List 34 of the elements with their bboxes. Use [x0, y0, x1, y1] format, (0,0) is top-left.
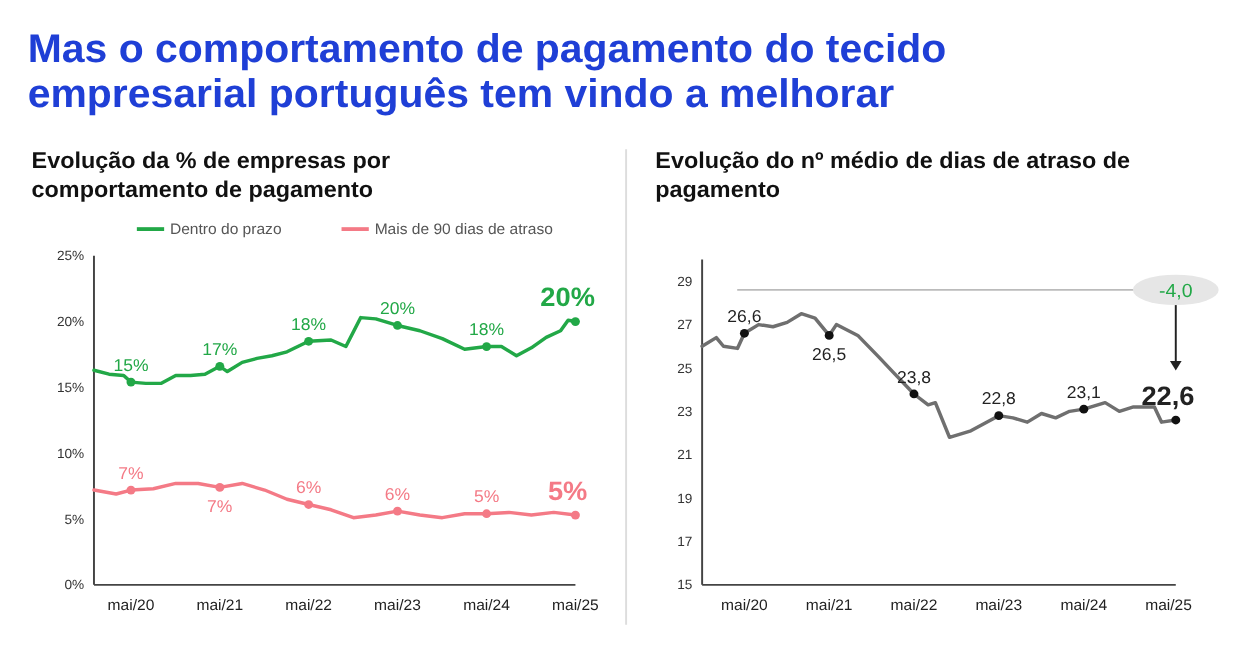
point: [304, 500, 314, 509]
data-label: 7%: [118, 462, 145, 483]
point: [126, 485, 136, 495]
data-label: 20%: [540, 282, 595, 313]
data-label: 18%: [291, 314, 327, 334]
chart-title: Evolução do nº médio de dias de atraso de pagamento: [655, 150, 1132, 203]
point: [126, 377, 136, 387]
chart-subtitle: Evolução da % de empresas por comportamento de pagamento: [31, 150, 392, 203]
data-label: 26,6: [727, 306, 762, 326]
data-label: 23,8: [896, 366, 932, 387]
data-label: 23,1: [1066, 381, 1102, 402]
chart-title: Mas o comportamento de pagamento do tecido empresarial português tem vindo a melhorar: [27, 28, 947, 118]
data-label: 26,5: [812, 344, 847, 365]
data-label: 6%: [384, 483, 411, 504]
data-label: 17%: [202, 339, 238, 359]
point: [570, 317, 580, 326]
point: [482, 342, 492, 351]
point: [215, 483, 225, 492]
point: [393, 506, 402, 516]
data-label: 20%: [379, 298, 416, 319]
data-label: 22,6: [1141, 381, 1195, 411]
data-label: 22,8: [981, 388, 1017, 409]
point: [215, 361, 225, 371]
point: [393, 321, 402, 330]
data-label: 18%: [469, 319, 505, 340]
data-label: 6%: [295, 477, 322, 498]
annotation: -4,0: [1159, 280, 1193, 303]
data-label: 7%: [207, 496, 234, 517]
point: [570, 510, 580, 520]
data-label: 15%: [113, 354, 150, 375]
data-label: 5%: [547, 476, 588, 506]
data-label: 5%: [473, 486, 500, 507]
point: [482, 509, 492, 519]
point: [304, 336, 314, 346]
